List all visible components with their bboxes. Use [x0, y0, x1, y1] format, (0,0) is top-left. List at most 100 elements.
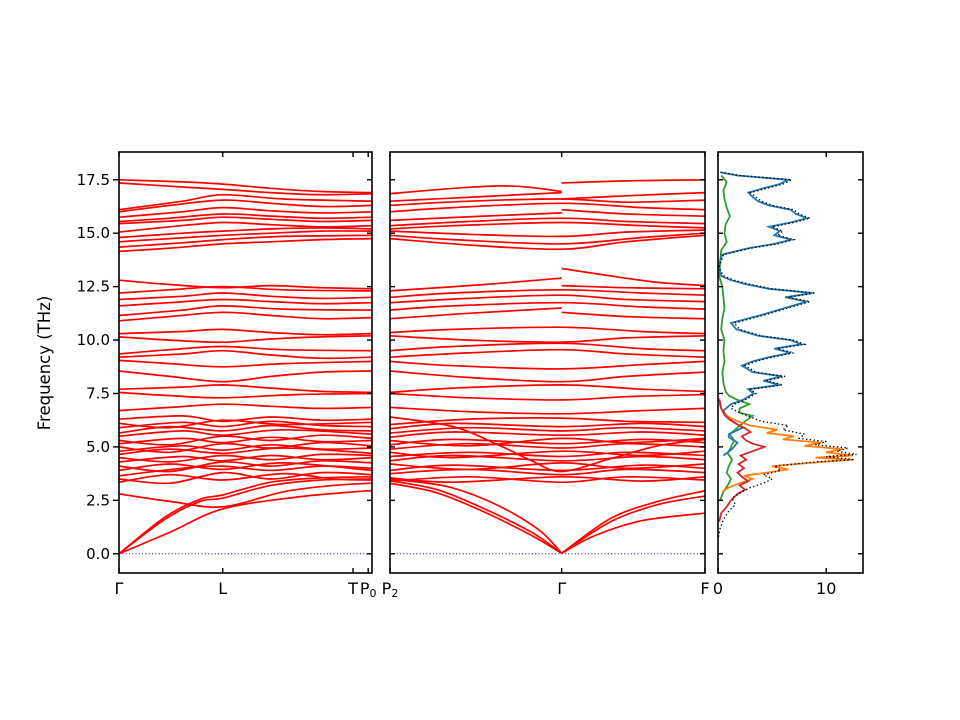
phonon-band: [390, 392, 705, 401]
x-tick-label: P2: [382, 579, 399, 600]
phonon-band: [119, 227, 372, 239]
phonon-band: [390, 191, 562, 203]
y-tick-label: 10.0: [77, 331, 110, 349]
phonon-band: [119, 428, 372, 438]
phonon-band: [390, 464, 705, 472]
dos-curve-pdos-red: [718, 399, 768, 522]
phonon-band: [119, 292, 372, 301]
band-lines: [390, 178, 705, 555]
phonon-band: [561, 267, 705, 287]
phonon-band: [390, 438, 705, 446]
phonon-band: [390, 198, 705, 207]
y-tick-label: 15.0: [77, 224, 110, 242]
phonon-band: [390, 451, 705, 458]
phonon-band: [390, 185, 562, 195]
phonon-band: [390, 342, 705, 352]
phonon-band: [390, 384, 705, 394]
phonon-band: [390, 468, 705, 476]
phonon-band: [119, 182, 372, 196]
phonon-band: [390, 229, 705, 238]
phonon-band: [119, 424, 372, 434]
phonon-band: [119, 434, 372, 446]
phonon-band: [119, 345, 372, 355]
phonon-band: [390, 475, 705, 484]
phonon-band: [119, 298, 372, 307]
phonon-band: [390, 221, 705, 230]
y-tick-label: 2.5: [86, 491, 110, 509]
y-tick-label: 12.5: [77, 278, 110, 296]
phonon-band: [119, 206, 372, 219]
phonon-band: [390, 478, 563, 554]
phonon-band: [119, 419, 372, 429]
x-tick-label: 10: [816, 579, 836, 598]
phonon-band: [390, 475, 705, 484]
chart-canvas: 0.0 2.5 5.0 7.5 10.0 12.5 15.0 17.5 Γ L T P0 P2 Γ F 0 10: [77, 151, 864, 600]
phonon-band: [119, 279, 372, 290]
phonon-band: [119, 230, 372, 243]
phonon-band: [119, 453, 372, 463]
phonon-band: [561, 178, 705, 184]
phonon-band: [119, 305, 372, 317]
phonon-band: [390, 454, 705, 462]
phonon-band: [119, 178, 372, 194]
phonon-band: [119, 471, 372, 485]
x-tick-label: L: [218, 579, 227, 598]
panel-frame: [717, 151, 864, 574]
phonon-band: [390, 301, 705, 311]
phonon-band: [119, 482, 372, 508]
phonon-band: [390, 416, 705, 473]
phonon-band: [390, 417, 705, 426]
phonon-band: [119, 478, 372, 555]
phonon-band: [119, 349, 372, 360]
phonon-band: [119, 391, 372, 399]
phonon-band: [119, 311, 372, 322]
x-tick-label: T: [347, 579, 358, 598]
dos-curve-pdos-green: [718, 174, 755, 501]
phonon-band: [390, 426, 705, 434]
dos-panel: [718, 171, 857, 537]
phonon-band: [119, 459, 372, 473]
phonon-band: [390, 462, 705, 471]
panel-frame: [389, 151, 706, 574]
phonon-band: [119, 334, 372, 344]
phonon-band: [390, 431, 705, 439]
y-tick-label: 7.5: [86, 384, 110, 402]
phonon-band: [119, 213, 372, 223]
phonon-band: [390, 326, 705, 335]
phonon-band: [390, 202, 705, 213]
phonon-band: [390, 217, 705, 227]
phonon-band: [119, 403, 372, 412]
phonon-band: [119, 441, 372, 454]
phonon-band: [119, 420, 372, 429]
x-tick-label: P0: [360, 579, 377, 600]
phonon-band: [390, 360, 705, 370]
phonon-band: [390, 482, 563, 555]
phonon-band: [561, 512, 705, 555]
phonon-band: [390, 277, 562, 292]
phonon-band: [390, 294, 705, 304]
phonon-band: [390, 450, 705, 459]
phonon-band: [119, 193, 372, 211]
phonon-band: [390, 437, 705, 447]
phonon-band: [119, 436, 372, 445]
phonon-band: [119, 462, 372, 472]
dos-curve-pdos-orange: [718, 397, 854, 493]
phonon-band: [390, 232, 705, 245]
y-tick-label: 0.0: [86, 545, 110, 563]
dos-curve-pdos-blue: [718, 171, 813, 457]
phonon-band: [119, 221, 372, 233]
band-panel-p2-gamma-f: [390, 178, 705, 555]
phonon-band: [119, 384, 372, 394]
phonon-band: [561, 208, 705, 217]
x-tick-label: Γ: [557, 579, 566, 598]
phonon-band: [390, 307, 562, 320]
phonon-band: [390, 348, 705, 359]
phonon-band: [561, 489, 705, 554]
phonon-band: [119, 489, 372, 555]
phonon-band: [390, 288, 705, 299]
panel-frame: [118, 151, 373, 574]
band-lines: [119, 178, 372, 555]
phonon-band: [390, 212, 562, 222]
